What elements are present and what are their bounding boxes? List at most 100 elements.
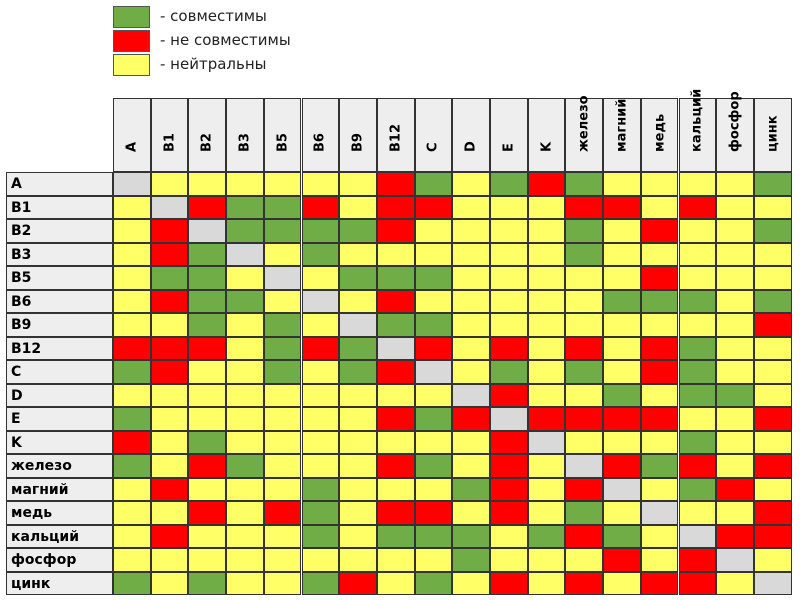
cell — [452, 195, 490, 219]
cell — [716, 219, 754, 243]
cell — [640, 548, 679, 572]
cell — [565, 571, 604, 595]
column-header: B2 — [188, 98, 227, 172]
cell — [565, 548, 604, 572]
cell — [263, 360, 302, 384]
row-label: B12 — [6, 336, 113, 360]
cell — [678, 266, 717, 290]
cell — [113, 172, 151, 196]
legend-label: - нейтральны — [160, 55, 267, 73]
cell — [301, 477, 340, 501]
cell — [678, 313, 717, 337]
legend-swatch — [113, 30, 150, 52]
cell — [301, 313, 340, 337]
cell — [414, 454, 453, 478]
cell — [414, 172, 453, 196]
cell — [603, 454, 641, 478]
cell — [678, 195, 717, 219]
cell — [640, 195, 679, 219]
column-header: B9 — [339, 98, 377, 172]
cell — [527, 172, 566, 196]
cell — [527, 266, 566, 290]
cell — [226, 289, 264, 313]
cell — [452, 454, 490, 478]
cell — [113, 548, 151, 572]
cell — [188, 430, 227, 454]
cell — [150, 242, 189, 266]
cell — [716, 430, 754, 454]
cell — [301, 195, 340, 219]
cell — [753, 407, 792, 431]
cell — [414, 219, 453, 243]
cell — [263, 219, 302, 243]
cell — [452, 172, 490, 196]
cell — [113, 501, 151, 525]
cell — [339, 219, 377, 243]
cell — [565, 219, 604, 243]
column-header: B1 — [150, 98, 189, 172]
cell — [150, 195, 189, 219]
cell — [301, 289, 340, 313]
cell — [226, 219, 264, 243]
cell — [678, 336, 717, 360]
column-label: B6 — [312, 133, 328, 152]
cell — [490, 336, 528, 360]
cell — [263, 571, 302, 595]
cell — [753, 454, 792, 478]
cell — [376, 313, 415, 337]
cell — [640, 242, 679, 266]
cell — [527, 524, 566, 548]
cell — [565, 360, 604, 384]
cell — [188, 454, 227, 478]
cell — [113, 289, 151, 313]
cell — [527, 360, 566, 384]
column-label: цинк — [765, 115, 781, 152]
cell — [716, 313, 754, 337]
cell — [226, 430, 264, 454]
cell — [188, 501, 227, 525]
cell — [753, 524, 792, 548]
cell — [603, 548, 641, 572]
cell — [414, 242, 453, 266]
row-label: E — [6, 407, 113, 431]
cell — [716, 360, 754, 384]
cell — [640, 219, 679, 243]
cell — [527, 454, 566, 478]
cell — [414, 383, 453, 407]
column-label: железо — [576, 95, 592, 152]
column-header: железо — [565, 95, 604, 172]
cell — [527, 571, 566, 595]
column-header: фосфор — [716, 91, 754, 172]
cell — [452, 524, 490, 548]
cell — [376, 172, 415, 196]
cell — [603, 313, 641, 337]
cell — [753, 501, 792, 525]
cell — [263, 266, 302, 290]
cell — [376, 430, 415, 454]
cell — [527, 407, 566, 431]
cell — [565, 524, 604, 548]
cell — [188, 289, 227, 313]
cell — [452, 430, 490, 454]
cell — [226, 477, 264, 501]
cell — [226, 360, 264, 384]
cell — [414, 407, 453, 431]
cell — [263, 454, 302, 478]
cell — [527, 548, 566, 572]
cell — [376, 195, 415, 219]
cell — [226, 336, 264, 360]
cell — [188, 219, 227, 243]
cell — [490, 501, 528, 525]
cell — [414, 501, 453, 525]
cell — [414, 289, 453, 313]
cell — [188, 242, 227, 266]
cell — [113, 219, 151, 243]
cell — [640, 289, 679, 313]
column-label: B5 — [275, 133, 291, 152]
cell — [753, 195, 792, 219]
cell — [678, 383, 717, 407]
cell — [188, 571, 227, 595]
cell — [226, 313, 264, 337]
cell — [716, 383, 754, 407]
